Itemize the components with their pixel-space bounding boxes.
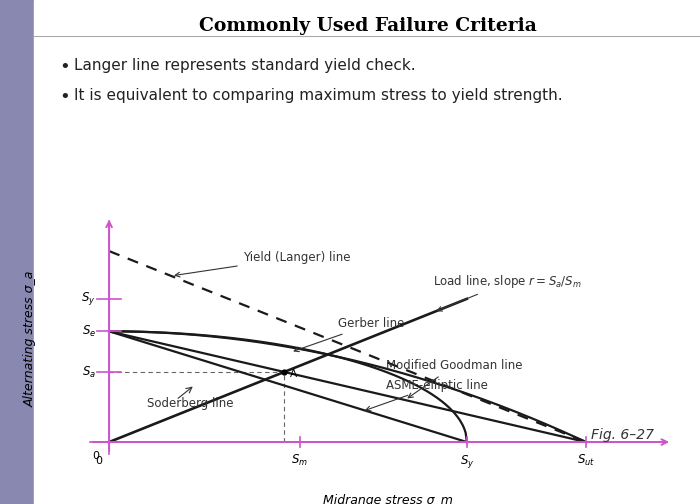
Text: $S_m$: $S_m$ xyxy=(291,453,309,468)
Text: Yield (Langer) line: Yield (Langer) line xyxy=(175,250,350,277)
Text: $S_a$: $S_a$ xyxy=(82,364,96,380)
Text: It is equivalent to comparing maximum stress to yield strength.: It is equivalent to comparing maximum st… xyxy=(74,88,562,103)
Text: •: • xyxy=(60,58,70,76)
Text: Commonly Used Failure Criteria: Commonly Used Failure Criteria xyxy=(199,17,536,35)
Text: Alternating stress σ_a: Alternating stress σ_a xyxy=(24,271,36,407)
Text: A: A xyxy=(290,369,297,379)
Text: Soderberg line: Soderberg line xyxy=(147,397,234,410)
Text: Modified Goodman line: Modified Goodman line xyxy=(386,359,522,398)
Text: 0: 0 xyxy=(95,456,102,466)
Text: Gerber line: Gerber line xyxy=(294,318,405,352)
Text: •: • xyxy=(60,88,70,106)
Text: $S_{ut}$: $S_{ut}$ xyxy=(577,453,595,468)
Text: Langer line represents standard yield check.: Langer line represents standard yield ch… xyxy=(74,58,415,73)
Text: Midrange stress σ_m: Midrange stress σ_m xyxy=(323,494,453,504)
Text: ASME-elliptic line: ASME-elliptic line xyxy=(365,379,488,411)
Text: Load line, slope $r = S_a/S_m$: Load line, slope $r = S_a/S_m$ xyxy=(433,274,582,311)
Text: $S_y$: $S_y$ xyxy=(460,453,474,470)
Text: Fig. 6–27: Fig. 6–27 xyxy=(592,427,654,442)
Text: $S_e$: $S_e$ xyxy=(82,324,96,339)
Text: 0: 0 xyxy=(92,451,99,461)
Text: $S_y$: $S_y$ xyxy=(81,290,96,307)
Bar xyxy=(0,0,34,504)
